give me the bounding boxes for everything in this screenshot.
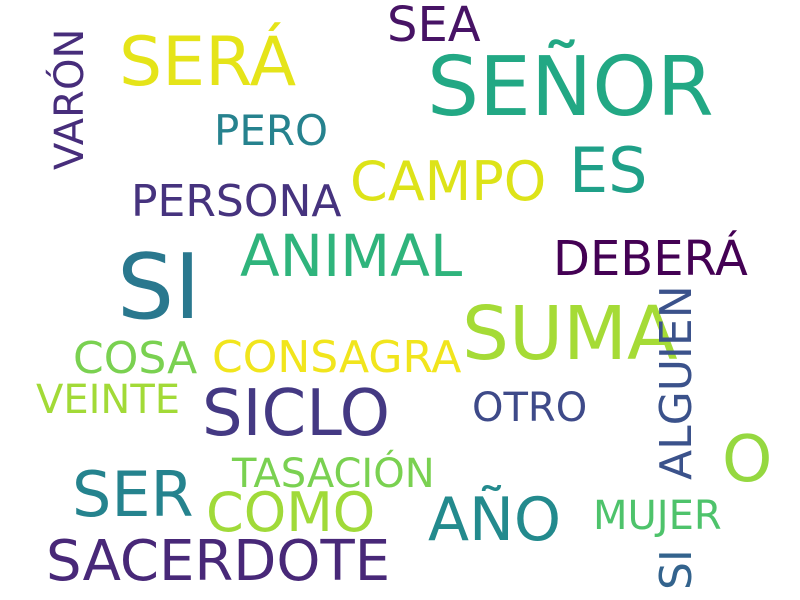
word: SI (651, 549, 702, 590)
word: DEBERÁ (553, 231, 748, 287)
word: COMO (206, 481, 376, 544)
word: SER (72, 458, 194, 531)
word: MUJER (593, 493, 722, 539)
word: CONSAGRA (212, 332, 462, 383)
word: SICLO (202, 377, 390, 451)
word: PERSONA (131, 176, 342, 227)
word: CAMPO (350, 150, 547, 213)
word: VEINTE (36, 377, 181, 423)
word: AÑO (428, 485, 562, 555)
word: ES (569, 134, 648, 207)
word: SEÑOR (427, 40, 714, 135)
word: ALGUIEN (651, 285, 702, 480)
word: SI (117, 235, 201, 340)
word: SUMA (462, 291, 678, 377)
word: SERÁ (119, 23, 297, 102)
word: SACERDOTE (46, 529, 391, 594)
word: PERO (214, 106, 329, 155)
word: O (722, 423, 773, 497)
word: VARÓN (47, 28, 93, 170)
word: OTRO (472, 385, 588, 431)
word: SEA (387, 0, 481, 53)
word: ANIMAL (240, 222, 463, 290)
word: COSA (73, 333, 198, 384)
word: TASACIÓN (232, 451, 435, 497)
